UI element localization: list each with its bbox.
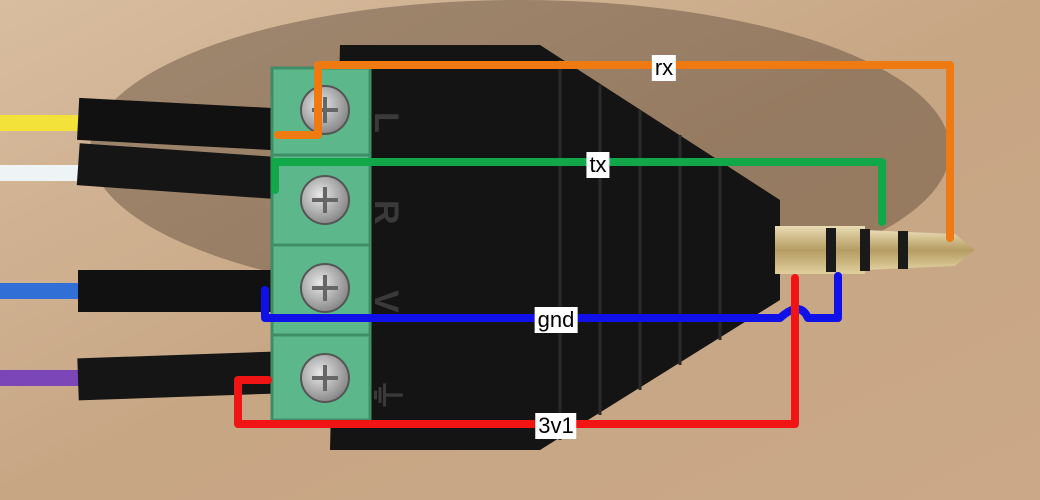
connector-housing-3 [78, 270, 274, 312]
gnd-label: gnd [534, 307, 578, 333]
rx-label: rx [651, 55, 677, 81]
blue-wire [0, 283, 90, 299]
jack-insulator-rings [826, 228, 908, 272]
marking-left: L [367, 112, 405, 133]
yellow-wire [0, 115, 90, 131]
tx-wire [271, 158, 886, 226]
connector-housing-4 [77, 351, 275, 401]
terminal-screws [300, 85, 350, 403]
3v1-label: 3v1 [535, 413, 577, 439]
3v1-wire [234, 274, 799, 428]
rx-wire [274, 61, 954, 242]
white-wire [0, 165, 90, 181]
tx-label: tx [586, 152, 610, 178]
jack-sleeve [775, 226, 865, 274]
plug-body [330, 45, 780, 450]
terminal-dividers [272, 153, 370, 337]
plug-ridges [558, 60, 722, 440]
marking-ground: ⏚ [367, 378, 405, 412]
connector-housing-1 [77, 97, 275, 151]
marking-right: R [367, 200, 405, 225]
terminal-markings: L R V ⏚ [367, 112, 405, 412]
purple-wire [0, 370, 90, 386]
connector-housing-2 [76, 143, 276, 199]
marking-voltage: V [367, 290, 405, 313]
